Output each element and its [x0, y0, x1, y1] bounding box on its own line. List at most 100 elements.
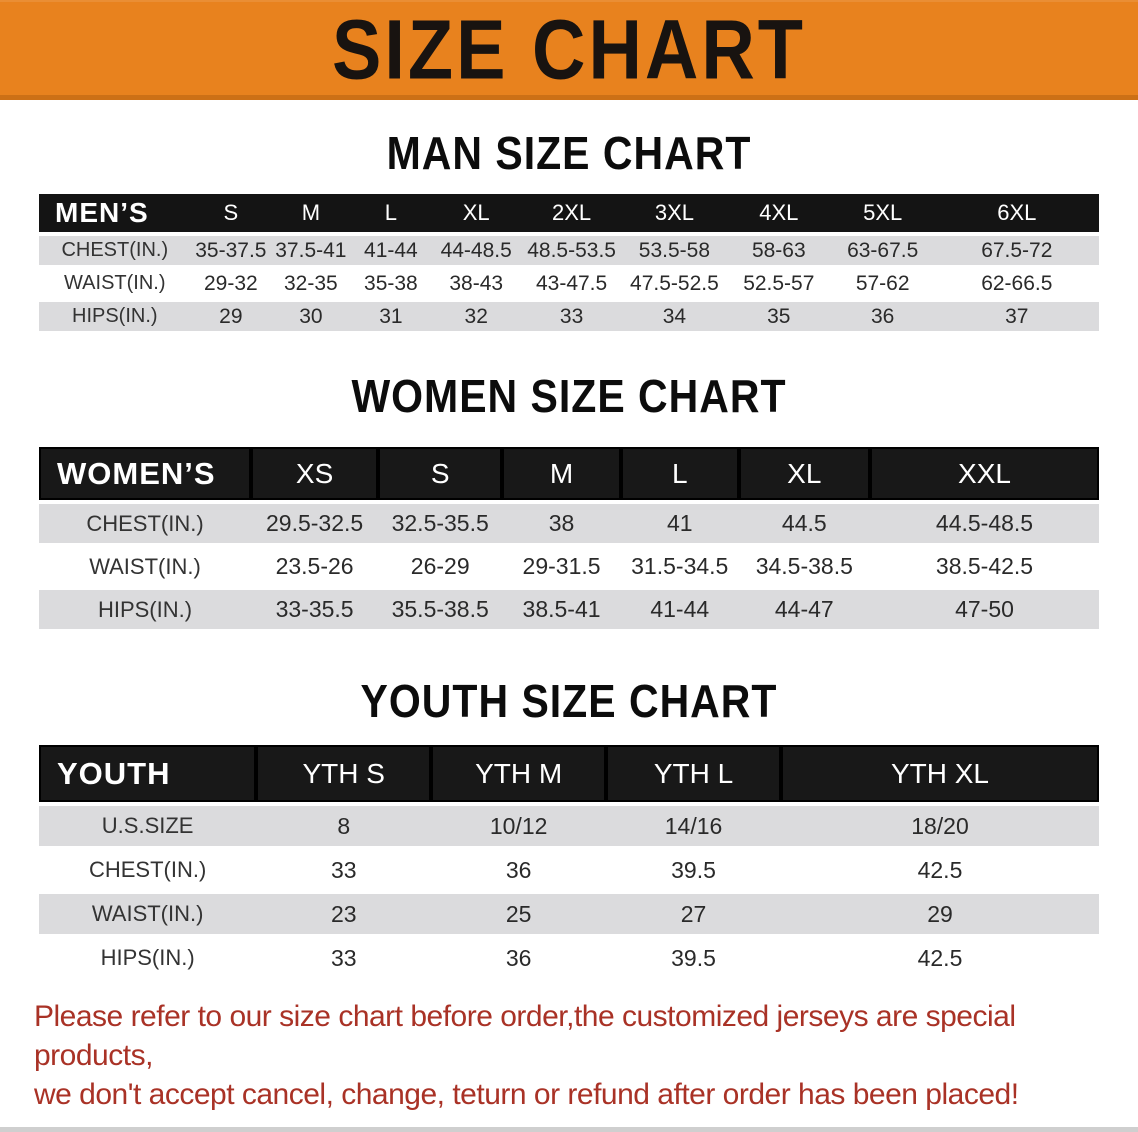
- women-size-heading: WOMEN SIZE CHART: [0, 370, 1138, 422]
- measurement-value: 34.5-38.5: [738, 545, 871, 590]
- measurement-row: CHEST(IN.) 35-37.5 37.5-41 41-44 44-48.5 48.5…: [39, 234, 1099, 269]
- measurement-label: WAIST(IN.): [39, 545, 251, 590]
- man-size-section: MAN SIZE CHART MEN’S S M L XL 2XL 3XL 4XL 5XL 6XL…: [0, 127, 1138, 335]
- table-title-cell: MEN’S: [39, 194, 191, 236]
- measurement-row: HIPS(IN.) 33-35.5 35.5-38.5 38.5-41 41-44 44-…: [39, 588, 1099, 633]
- measurement-value: 26-29: [378, 545, 503, 590]
- size-column-header: M: [502, 447, 621, 504]
- size-column-header: XS: [251, 447, 379, 504]
- size-column-header: 3XL: [621, 194, 727, 236]
- footer-note: Please refer to our size chart before or…: [0, 997, 1138, 1114]
- measurement-label: WAIST(IN.): [39, 892, 257, 938]
- man-size-heading: MAN SIZE CHART: [0, 127, 1138, 179]
- size-chart-banner: SIZE CHART: [0, 0, 1138, 100]
- measurement-label: CHEST(IN.): [39, 848, 257, 894]
- measurement-value: 53.5-58: [621, 234, 727, 269]
- measurement-label: HIPS(IN.): [39, 588, 251, 633]
- table-title-cell: YOUTH: [39, 745, 257, 806]
- measurement-row: WAIST(IN.) 23 25 27 29: [39, 892, 1099, 938]
- measurement-value: 10/12: [431, 804, 607, 850]
- measurement-value: 33: [256, 936, 432, 982]
- measurement-value: 41-44: [620, 588, 739, 633]
- measurement-value: 44-47: [738, 588, 871, 633]
- measurement-label: HIPS(IN.): [39, 300, 191, 335]
- measurement-label: CHEST(IN.): [39, 234, 191, 269]
- size-column-header: XL: [431, 194, 522, 236]
- measurement-value: 29.5-32.5: [251, 502, 379, 547]
- measurement-value: 32-35: [271, 267, 351, 302]
- measurement-value: 33: [256, 848, 432, 894]
- measurement-value: 48.5-53.5: [521, 234, 622, 269]
- measurement-value: 39.5: [606, 848, 781, 894]
- measurement-value: 41-44: [350, 234, 432, 269]
- measurement-value: 52.5-57: [726, 267, 831, 302]
- measurement-value: 29: [190, 300, 272, 335]
- table-title-cell: WOMEN’S: [39, 447, 251, 504]
- measurement-row: WAIST(IN.) 23.5-26 26-29 29-31.5 31.5-34.5 34…: [39, 545, 1099, 590]
- measurement-value: 44-48.5: [431, 234, 522, 269]
- women-size-section: WOMEN SIZE CHART WOMEN’S XS S M L XL XXL CHEST(…: [0, 370, 1138, 633]
- size-column-header: S: [190, 194, 272, 236]
- measurement-value: 44.5: [738, 502, 871, 547]
- size-column-header: XXL: [870, 447, 1099, 504]
- footer-note-line2: we don't accept cancel, change, teturn o…: [34, 1078, 1019, 1111]
- size-column-header: XL: [738, 447, 871, 504]
- measurement-value: 47-50: [870, 588, 1099, 633]
- size-column-header: 6XL: [934, 194, 1099, 236]
- size-column-header: M: [271, 194, 351, 236]
- measurement-value: 35.5-38.5: [378, 588, 503, 633]
- measurement-label: HIPS(IN.): [39, 936, 257, 982]
- size-column-header: L: [350, 194, 432, 236]
- measurement-value: 41: [620, 502, 739, 547]
- measurement-label: WAIST(IN.): [39, 267, 191, 302]
- size-column-header: 2XL: [521, 194, 622, 236]
- measurement-value: 35-37.5: [190, 234, 272, 269]
- measurement-value: 37.5-41: [271, 234, 351, 269]
- size-column-header: YTH L: [606, 745, 781, 806]
- measurement-row: WAIST(IN.) 29-32 32-35 35-38 38-43 43-47.5 47.…: [39, 267, 1099, 302]
- measurement-value: 33-35.5: [251, 588, 379, 633]
- measurement-row: CHEST(IN.) 33 36 39.5 42.5: [39, 848, 1099, 894]
- measurement-value: 31.5-34.5: [620, 545, 739, 590]
- measurement-value: 57-62: [830, 267, 935, 302]
- measurement-value: 8: [256, 804, 432, 850]
- measurement-value: 42.5: [780, 848, 1099, 894]
- measurement-value: 25: [431, 892, 607, 938]
- measurement-value: 39.5: [606, 936, 781, 982]
- measurement-value: 30: [271, 300, 351, 335]
- measurement-value: 36: [431, 848, 607, 894]
- women-size-heading-text: WOMEN SIZE CHART: [351, 369, 787, 423]
- measurement-value: 38.5-41: [502, 588, 621, 633]
- size-table-header-row: YOUTH YTH S YTH M YTH L YTH XL: [39, 745, 1099, 806]
- measurement-value: 34: [621, 300, 727, 335]
- measurement-value: 29-32: [190, 267, 272, 302]
- bottom-edge-divider: [0, 1127, 1138, 1132]
- youth-size-heading-text: YOUTH SIZE CHART: [360, 674, 778, 728]
- measurement-value: 62-66.5: [934, 267, 1099, 302]
- man-size-heading-text: MAN SIZE CHART: [386, 126, 752, 180]
- womens-size-table: WOMEN’S XS S M L XL XXL CHEST(IN.) 29.5-32.5 32.5…: [39, 447, 1099, 633]
- size-table-header-row: WOMEN’S XS S M L XL XXL: [39, 447, 1099, 504]
- measurement-value: 23.5-26: [251, 545, 379, 590]
- measurement-value: 37: [934, 300, 1099, 335]
- measurement-value: 18/20: [780, 804, 1099, 850]
- size-column-header: 5XL: [830, 194, 935, 236]
- size-column-header: 4XL: [726, 194, 831, 236]
- footer-note-line1: Please refer to our size chart before or…: [34, 1000, 1016, 1072]
- measurement-label: CHEST(IN.): [39, 502, 251, 547]
- measurement-value: 29-31.5: [502, 545, 621, 590]
- youth-size-heading: YOUTH SIZE CHART: [0, 675, 1138, 727]
- measurement-value: 27: [606, 892, 781, 938]
- measurement-value: 44.5-48.5: [870, 502, 1099, 547]
- measurement-value: 42.5: [780, 936, 1099, 982]
- size-column-header: YTH XL: [780, 745, 1099, 806]
- measurement-value: 63-67.5: [830, 234, 935, 269]
- measurement-value: 38: [502, 502, 621, 547]
- size-table-header-row: MEN’S S M L XL 2XL 3XL 4XL 5XL 6XL: [39, 194, 1099, 236]
- size-column-header: YTH S: [256, 745, 432, 806]
- mens-size-table: MEN’S S M L XL 2XL 3XL 4XL 5XL 6XL CHEST(IN.) 35-37…: [39, 194, 1099, 335]
- measurement-value: 38-43: [431, 267, 522, 302]
- measurement-value: 23: [256, 892, 432, 938]
- measurement-row: HIPS(IN.) 33 36 39.5 42.5: [39, 936, 1099, 982]
